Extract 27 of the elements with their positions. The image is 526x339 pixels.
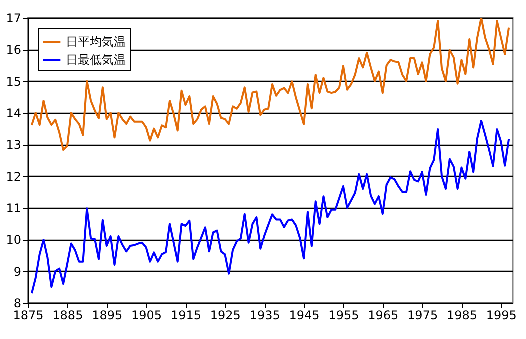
x-tick-label: 1915 xyxy=(170,308,202,322)
x-tick-label: 1965 xyxy=(368,308,399,322)
x-tick-label: 1875 xyxy=(13,308,44,322)
x-tick-label: 1935 xyxy=(250,308,280,322)
x-tick-label: 1925 xyxy=(210,308,241,322)
x-tick-label: 1905 xyxy=(132,308,162,322)
x-tick-label: 1885 xyxy=(52,308,84,322)
y-tick-label: 11 xyxy=(6,202,22,216)
y-tick-label: 13 xyxy=(6,138,22,152)
line-series xyxy=(30,120,510,294)
x-tick-label: 1895 xyxy=(92,308,123,322)
y-tick-label: 8 xyxy=(14,296,22,310)
x-tick-label: 1995 xyxy=(486,308,517,322)
x-tick-label: 1985 xyxy=(446,308,478,322)
legend-label: 日最低気温 xyxy=(66,53,126,67)
y-tick-label: 16 xyxy=(6,43,22,58)
line-series xyxy=(30,18,510,152)
y-tick-label: 9 xyxy=(14,264,22,279)
x-tick-label: 1945 xyxy=(289,308,320,322)
y-tick-label: 15 xyxy=(6,74,22,89)
y-tick-label: 14 xyxy=(6,106,22,120)
legend-label: 日平均気温 xyxy=(66,35,126,49)
y-tick-label: 17 xyxy=(6,12,22,26)
y-tick-label: 12 xyxy=(6,170,22,184)
x-tick-label: 1955 xyxy=(328,308,360,322)
y-tick-label: 10 xyxy=(6,233,22,248)
x-tick-label: 1975 xyxy=(408,308,438,322)
